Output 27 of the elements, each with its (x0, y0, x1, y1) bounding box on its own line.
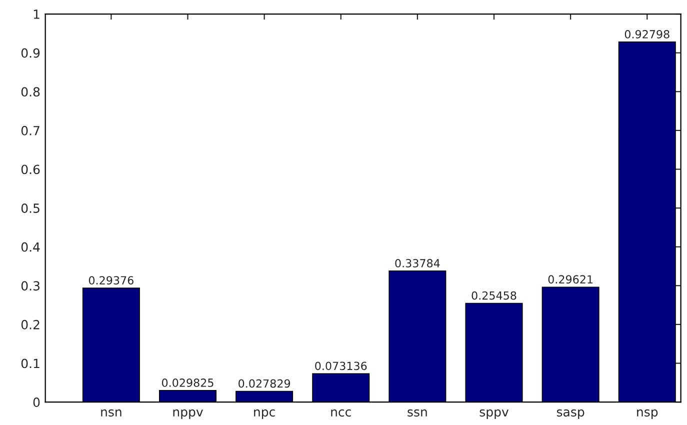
x-tick-label: nsp (637, 409, 658, 420)
y-tick-label: 0.5 (21, 204, 40, 213)
data-label: 0.33784 (395, 259, 440, 268)
x-tick-label: ssn (408, 409, 427, 417)
data-label: 0.92798 (624, 30, 670, 38)
data-label: 0.073136 (315, 362, 367, 370)
data-label: 0.29621 (548, 275, 593, 284)
x-tick-label: nsn (101, 409, 122, 417)
y-tick-label: 0.2 (21, 320, 40, 330)
y-tick-label: 0 (33, 398, 40, 407)
y-tick-label: 0.4 (21, 242, 40, 252)
data-label: 0.29376 (88, 276, 134, 285)
x-tick-label: nppv (173, 409, 203, 420)
x-tick-label: npc (254, 409, 275, 420)
data-label: 0.027829 (238, 379, 290, 388)
x-tick-label: ncc (331, 409, 351, 417)
y-tick-label: 0.9 (21, 48, 40, 58)
y-tick-label: 0.7 (21, 126, 40, 136)
x-tick-label: sasp (556, 409, 584, 420)
y-tick-label: 0.1 (21, 358, 40, 368)
data-label: 0.029825 (162, 378, 214, 387)
y-tick-label: 0.6 (21, 164, 40, 174)
data-label: 0.25458 (472, 291, 516, 300)
y-tick-label: 0.3 (21, 281, 40, 291)
x-tick-label: sppv (480, 409, 509, 420)
y-tick-label: 0.8 (21, 87, 40, 97)
y-tick-label: 1 (34, 10, 40, 19)
